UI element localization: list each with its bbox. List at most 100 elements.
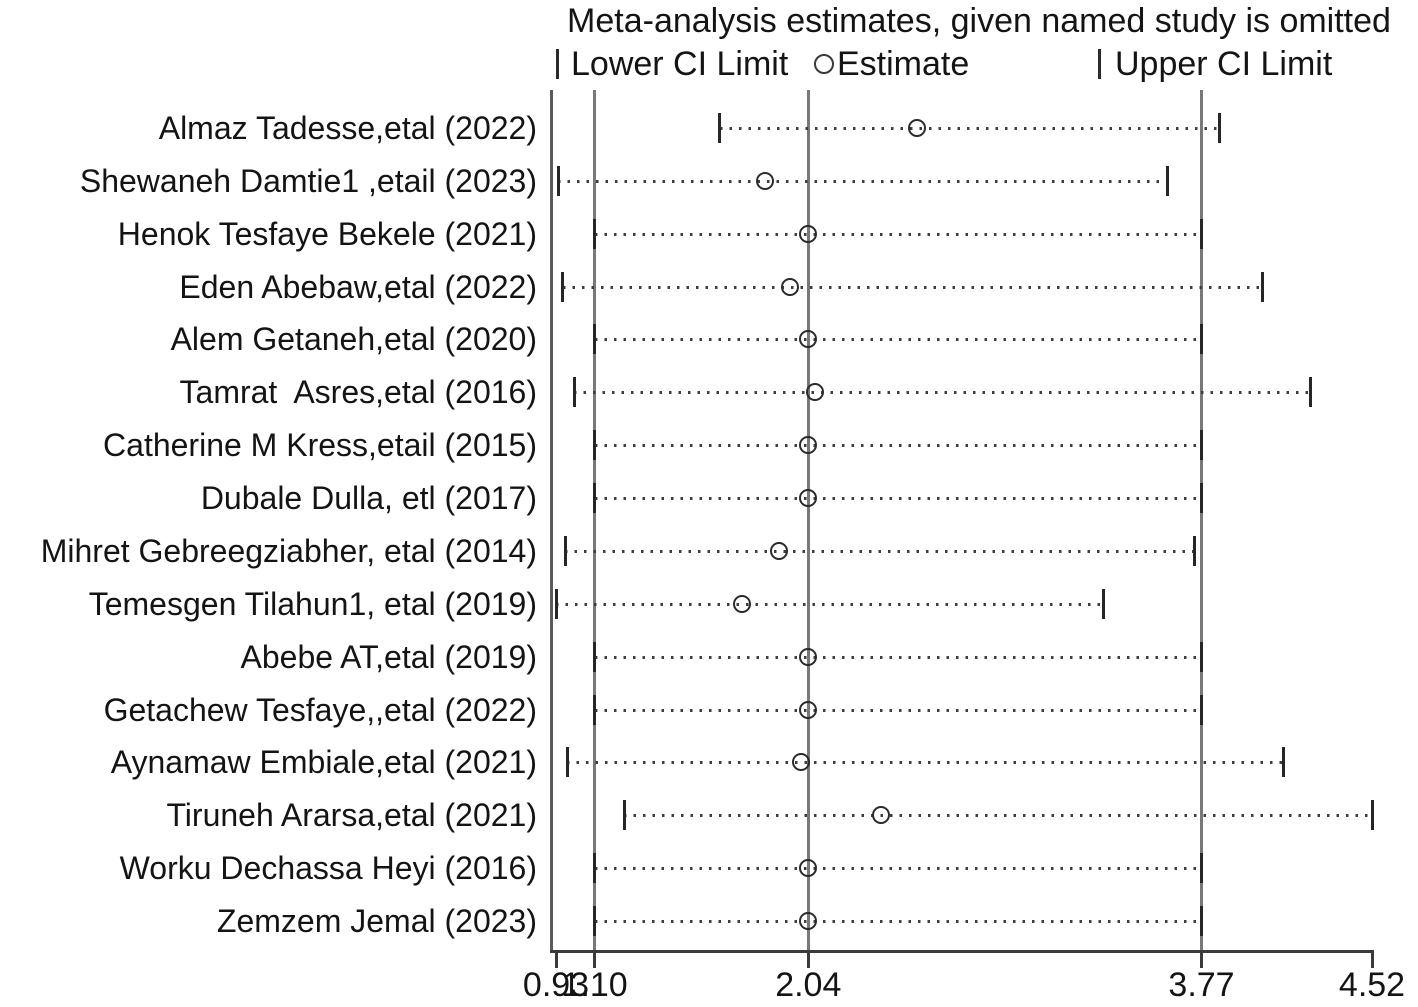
x-axis-tick [806, 951, 810, 968]
ref-line-lower-ci [593, 90, 597, 951]
lower-ci-tick [593, 430, 597, 460]
upper-ci-tick [1102, 589, 1106, 619]
estimate-marker [908, 119, 927, 137]
ci-range-line [562, 285, 1263, 289]
estimate-marker [799, 701, 818, 719]
legend-upper-ci: Upper CI Limit [1098, 44, 1332, 84]
estimate-marker [799, 330, 818, 348]
plot-left-border [549, 90, 553, 951]
ci-range-line [594, 919, 1202, 923]
legend-lower-ci: Lower CI Limit [556, 44, 788, 84]
lower-ci-tick [593, 642, 597, 672]
upper-ci-tick [1200, 642, 1204, 672]
study-label: Temesgen Tilahun1, etal (2019) [88, 586, 537, 622]
x-axis-line [549, 949, 1374, 953]
x-axis-tick-label: 3.77 [1168, 966, 1235, 1004]
ci-range-line [567, 760, 1284, 764]
legend: Lower CI Limit Estimate Upper CI Limit [0, 44, 1418, 84]
study-label: Dubale Dulla, etl (2017) [200, 480, 537, 516]
upper-ci-tick [1200, 430, 1204, 460]
upper-ci-tick [1193, 536, 1197, 566]
estimate-marker [781, 278, 800, 296]
upper-ci-tick [1370, 800, 1374, 830]
study-label: Aynamaw Embiale,etal (2021) [110, 744, 537, 780]
upper-ci-tick [1200, 324, 1204, 354]
x-axis-tick-label: 1.10 [561, 966, 628, 1004]
estimate-marker [799, 912, 818, 930]
study-label: Shewaneh Damtie1 ,etail (2023) [79, 163, 537, 199]
ref-line-estimate [806, 90, 810, 951]
ci-range-line [719, 126, 1220, 130]
lower-ci-tick [563, 536, 567, 566]
ci-range-line [594, 866, 1202, 870]
upper-ci-tick [1281, 747, 1285, 777]
estimate-marker [799, 859, 818, 877]
study-label: Tamrat Asres,etal (2016) [179, 374, 537, 410]
study-label: Catherine M Kress,etail (2015) [103, 427, 537, 463]
legend-upper-ci-label: Upper CI Limit [1115, 44, 1333, 83]
lower-ci-tick [593, 324, 597, 354]
legend-estimate: Estimate [814, 44, 969, 84]
estimate-marker [769, 542, 788, 560]
upper-ci-tick [1200, 483, 1204, 513]
lower-ci-tick [593, 483, 597, 513]
lower-ci-tick [593, 906, 597, 936]
estimate-marker [756, 172, 775, 190]
ci-range-line [558, 179, 1168, 183]
lower-ci-tick [572, 377, 576, 407]
ci-range-line [594, 655, 1202, 659]
study-label: Abebe AT,etal (2019) [240, 639, 538, 675]
ci-range-line [594, 337, 1202, 341]
upper-ci-tick [1200, 906, 1204, 936]
study-label: Almaz Tadesse,etal (2022) [158, 110, 537, 146]
chart-title: Meta-analysis estimates, given named stu… [567, 2, 1391, 40]
study-label: Worku Dechassa Heyi (2016) [119, 850, 537, 886]
upper-ci-tick [1309, 377, 1313, 407]
estimate-marker [799, 225, 818, 243]
lower-ci-tick [556, 166, 560, 196]
x-axis-tick-label: 2.04 [775, 966, 842, 1004]
lower-ci-tick [593, 853, 597, 883]
lower-ci-tick [622, 800, 626, 830]
x-axis-tick [1370, 951, 1374, 968]
upper-ci-tick [1218, 113, 1222, 143]
estimate-marker [799, 648, 818, 666]
legend-lower-ci-label: Lower CI Limit [571, 44, 789, 83]
study-label: Tiruneh Ararsa,etal (2021) [166, 797, 537, 833]
estimate-circle-icon [814, 54, 834, 74]
legend-estimate-label: Estimate [837, 44, 970, 83]
x-axis-tick [593, 951, 597, 968]
x-axis-tick-label: 0.93 [522, 966, 590, 1004]
estimate-marker [799, 489, 818, 507]
upper-ci-tick [1261, 272, 1265, 302]
estimate-marker [799, 436, 818, 454]
upper-ci-tick [1165, 166, 1169, 196]
study-label: Zemzem Jemal (2023) [216, 903, 537, 939]
x-axis-tick-label: 4.52 [1338, 966, 1406, 1004]
upper-ci-tick [1200, 219, 1204, 249]
upper-ci-tick [1200, 853, 1204, 883]
ci-range-line [574, 390, 1311, 394]
lower-ci-tick [593, 219, 597, 249]
study-label: Eden Abebaw,etal (2022) [179, 269, 537, 305]
ci-range-line [556, 602, 1104, 606]
study-label: Henok Tesfaye Bekele (2021) [117, 216, 537, 252]
estimate-marker [872, 806, 891, 824]
ci-range-line [565, 549, 1195, 553]
estimate-marker [733, 595, 752, 613]
ref-line-upper-ci [1200, 90, 1204, 951]
ci-range-line [594, 232, 1202, 236]
lower-ci-tick [718, 113, 722, 143]
study-label: Alem Getaneh,etal (2020) [170, 321, 537, 357]
lower-ci-tick [554, 589, 558, 619]
lower-ci-tick [565, 747, 569, 777]
x-axis-tick [1200, 951, 1204, 968]
estimate-marker [792, 753, 811, 771]
ci-range-line [594, 443, 1202, 447]
ci-range-line [594, 708, 1202, 712]
lower-ci-tick [593, 695, 597, 725]
upper-ci-tick [1200, 695, 1204, 725]
ci-range-line [624, 813, 1372, 817]
